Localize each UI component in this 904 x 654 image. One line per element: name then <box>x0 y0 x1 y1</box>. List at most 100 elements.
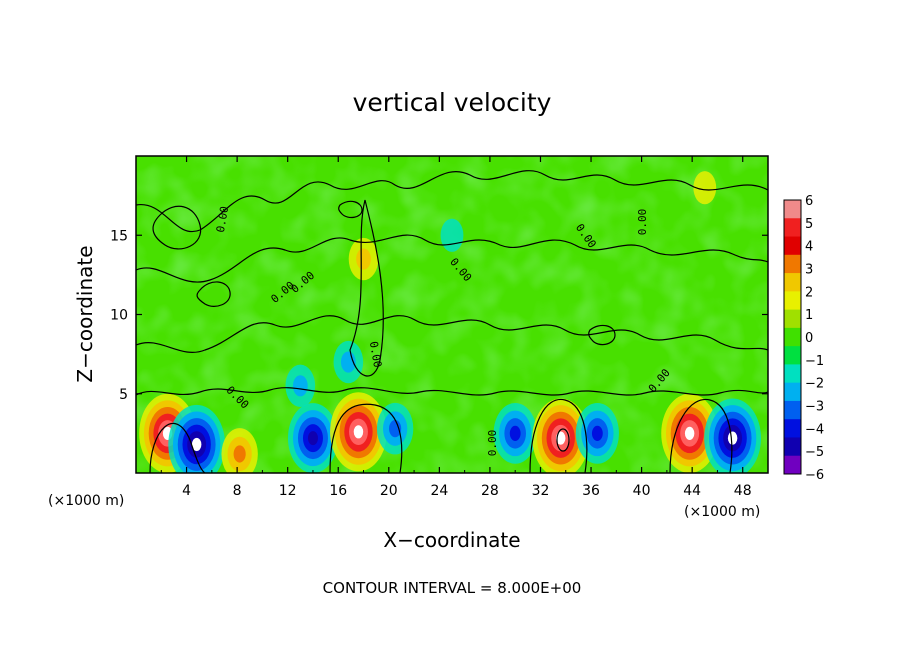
colorbar-tick-label: −4 <box>805 422 824 437</box>
colorbar-swatch <box>784 309 801 329</box>
contour-label: 0.00 <box>486 430 499 457</box>
contour-line <box>136 170 768 233</box>
contour-line <box>152 205 202 250</box>
y-tick-label: 15 <box>110 228 128 244</box>
x-axis: 4 8 12 16 20 24 28 32 36 40 44 48 <box>160 156 752 499</box>
velocity-cell <box>704 398 761 473</box>
colorbar-tick-label: 1 <box>805 308 813 323</box>
velocity-band <box>233 445 246 463</box>
contour-label: 0.00 <box>367 340 384 368</box>
velocity-cell <box>330 392 387 472</box>
x-tick-label: 20 <box>380 483 398 499</box>
velocity-cells <box>139 171 761 473</box>
contour-line <box>349 199 384 377</box>
velocity-band <box>684 426 695 440</box>
velocity-band <box>389 420 402 438</box>
velocity-cell <box>285 364 316 408</box>
x-tick-label: 28 <box>481 483 499 499</box>
x-tick-label: 48 <box>734 483 752 499</box>
colorbar-tick-label: −2 <box>805 377 824 392</box>
colorbar-tick-label: 2 <box>805 285 813 300</box>
contour-line <box>136 387 768 396</box>
velocity-cell <box>287 403 338 473</box>
x-tick-label: 40 <box>633 483 651 499</box>
colorbar-tick-label: 6 <box>805 194 813 209</box>
y-tick-label: 5 <box>119 387 128 403</box>
colorbar-tick-label: 4 <box>805 240 813 255</box>
velocity-band <box>693 171 717 205</box>
x-tick-label: 4 <box>182 483 191 499</box>
colorbar-tick-label: 5 <box>805 217 813 232</box>
velocity-band <box>307 431 318 446</box>
contour-line <box>149 423 206 473</box>
velocity-cell <box>532 398 590 473</box>
colorbar-tick-label: −5 <box>805 445 824 460</box>
colorbar-swatch <box>784 236 801 256</box>
contour-line <box>136 234 768 283</box>
colorbar-tick-label: 0 <box>805 331 813 346</box>
x-tick-label: 12 <box>279 483 297 499</box>
velocity-cell <box>376 402 414 455</box>
velocity-band <box>591 425 603 441</box>
contour-label: 0.00 <box>636 209 649 236</box>
colorbar-swatch <box>784 291 801 311</box>
colorbar-swatch <box>784 273 801 292</box>
colorbar-swatch <box>784 200 801 219</box>
x-tick-label: 32 <box>532 483 550 499</box>
contour-line <box>669 398 733 473</box>
colorbar-tick-label: 3 <box>805 263 813 278</box>
colorbar-frame <box>783 199 802 475</box>
x-origin-unit: (×1000 m) <box>48 493 124 509</box>
plot-area: 0.000.000.000.000.000.000.00 0.000.000.00 <box>136 156 768 473</box>
x-tick-label: 24 <box>430 483 448 499</box>
plot-texture <box>136 156 768 473</box>
contour-label: 0.00 <box>214 205 231 233</box>
velocity-cell <box>440 218 464 252</box>
x-axis-label: X−coordinate <box>383 528 520 552</box>
velocity-band <box>440 218 464 252</box>
contour-line <box>338 200 363 219</box>
colorbar: 6 5 4 3 2 1 0 −1 −2 −3 −4 −5 −6 <box>783 194 824 483</box>
colorbar-tick-label: −6 <box>805 468 824 483</box>
contour-line <box>588 324 616 346</box>
velocity-band <box>292 375 308 397</box>
colorbar-tick-label: −3 <box>805 400 824 415</box>
x-tick-label: 8 <box>233 483 242 499</box>
velocity-band <box>356 248 371 270</box>
x-tick-label: 44 <box>683 483 701 499</box>
colorbar-swatch <box>784 382 801 402</box>
velocity-cell <box>168 404 226 473</box>
velocity-band <box>727 431 738 445</box>
contour-line <box>136 315 768 353</box>
velocity-band <box>191 437 202 452</box>
contour-line <box>556 428 570 452</box>
colorbar-swatch <box>784 364 801 384</box>
colorbar-tick-label: −1 <box>805 354 824 369</box>
x-tick-label: 36 <box>582 483 600 499</box>
velocity-cell <box>348 237 379 281</box>
colorbar-swatch <box>784 455 801 475</box>
velocity-cell <box>661 393 719 473</box>
contour-line <box>529 398 588 473</box>
x-tick-label: 16 <box>329 483 347 499</box>
velocity-cell <box>333 340 364 384</box>
y-axis: 5 10 15 <box>110 228 768 403</box>
chart-title: vertical velocity <box>353 88 552 117</box>
colorbar-swatch <box>784 400 801 420</box>
colorbar-swatch <box>784 437 801 457</box>
colorbar-swatch <box>784 327 801 347</box>
contour-lines <box>136 170 768 473</box>
velocity-cell <box>221 428 258 473</box>
velocity-cell <box>575 402 619 464</box>
velocity-band <box>555 431 566 445</box>
contour-line <box>329 403 403 473</box>
colorbar-swatch <box>784 218 801 238</box>
velocity-cell <box>693 171 717 205</box>
velocity-band <box>509 425 521 441</box>
velocity-cell <box>493 402 537 464</box>
colorbar-swatch <box>784 254 801 274</box>
contour-line <box>196 281 231 307</box>
y-tick-label: 10 <box>110 308 128 324</box>
colorbar-swatch <box>784 346 801 365</box>
